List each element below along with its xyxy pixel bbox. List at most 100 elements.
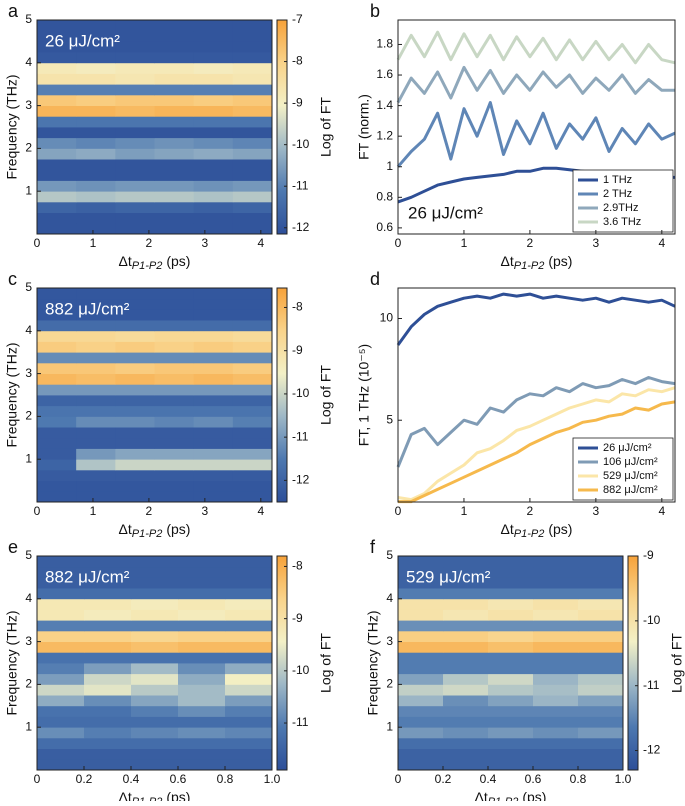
heat-cell [115,84,155,96]
x-tick-label: 3 [593,236,600,250]
heat-cell [225,598,273,610]
x-axis-label: ΔtP1-P2(ps) [475,789,547,801]
heat-cell [193,223,234,235]
panel-f: f 529 μJ/cm² -9 -10 -11 -12 Log of FT 0 0.2 0.4 0.… [365,537,685,806]
x-tick-label: 0.8 [570,772,587,786]
x-tick-label: 4 [658,504,665,518]
heat-cell [37,137,77,149]
heat-cell [37,609,85,621]
heat-cell [225,705,273,717]
heat-cell [37,73,77,85]
heat-cell [154,94,195,106]
heat-cell [178,609,226,621]
heat-cell [232,201,273,213]
heat-cell [232,169,273,181]
x-tick-label: 0.2 [435,772,452,786]
series-line [396,101,676,168]
x-label-subscript: P1-P2 [514,260,545,272]
heat-cell [178,598,226,610]
heat-cell [443,737,489,749]
heat-cell [398,609,444,621]
heat-cell [533,684,579,696]
heat-cell [37,62,77,74]
heat-cell [193,416,234,428]
heat-cell [533,716,579,728]
heat-cell [193,405,234,417]
x-label-symbol: Δt [501,253,514,269]
heat-cell [225,556,273,568]
heat-cell [193,362,234,374]
y-tick-label: 10 [380,311,394,325]
heat-cell [37,416,77,428]
heat-cell [154,62,195,74]
heat-cell [232,288,273,300]
heat-cell [37,459,77,471]
heat-cell [578,630,624,642]
x-label-unit: (ps) [548,521,572,537]
x-tick-label: 0 [395,236,402,250]
heat-cell [154,448,195,460]
heat-cell [76,127,116,139]
heat-cell [232,437,273,449]
heat-cell [154,341,195,353]
heat-cell [578,695,624,707]
heat-cell [154,416,195,428]
heat-cell [76,159,116,171]
y-tick-label: 0.8 [376,189,393,203]
heat-cell [76,191,116,203]
heat-cell [131,598,179,610]
heat-cell [115,148,155,160]
heat-cell [154,73,195,85]
heat-cell [76,330,116,342]
heat-cell [398,630,444,642]
x-tick-label: 2 [146,236,153,250]
heat-cell [398,663,444,675]
heat-cell [193,448,234,460]
heat-cell [131,705,179,717]
colorbar [276,287,288,503]
x-tick-label: 0.4 [480,772,497,786]
heat-cell [578,641,624,653]
y-tick-label: 3 [386,634,393,648]
heat-cell [225,609,273,621]
heat-cell [443,598,489,610]
x-label-symbol: Δt [119,253,132,269]
heat-cell [232,469,273,481]
heat-cell [76,180,116,192]
heat-cell [37,566,85,578]
heat-cell [398,641,444,653]
heat-cell [37,20,77,32]
heat-cell [488,577,534,589]
heat-cell [578,566,624,578]
heat-cell [154,384,195,396]
heat-cell [232,330,273,342]
heat-cell [154,405,195,417]
series-line [396,292,676,346]
heat-cell [154,298,195,310]
heat-cell [84,620,132,632]
heat-cell [533,727,579,739]
heat-cell [232,137,273,149]
x-tick-label: 0 [34,504,41,518]
heat-cell [37,705,85,717]
heat-cell [398,759,444,771]
heat-cell [533,566,579,578]
heat-cell [443,556,489,568]
x-axis-label: ΔtP1-P2(ps) [119,253,191,272]
heat-cell [154,105,195,117]
y-tick-label: 3 [25,366,32,380]
heat-cell [443,759,489,771]
heat-cell [398,577,444,589]
series-line [398,400,676,504]
heat-cell [193,437,234,449]
y-axis-label: FT, 1 THz (10⁻⁵) [356,344,372,446]
heat-cell [578,556,624,568]
legend-label: 2 THz [603,188,632,200]
heat-cell [37,180,77,192]
x-tick-label: 1 [461,236,468,250]
y-axis-label: Frequency (THz) [4,74,20,179]
heat-cell [76,459,116,471]
colorbar-tick-label: -10 [292,137,310,151]
heat-cell [37,577,85,589]
heat-cell [533,556,579,568]
